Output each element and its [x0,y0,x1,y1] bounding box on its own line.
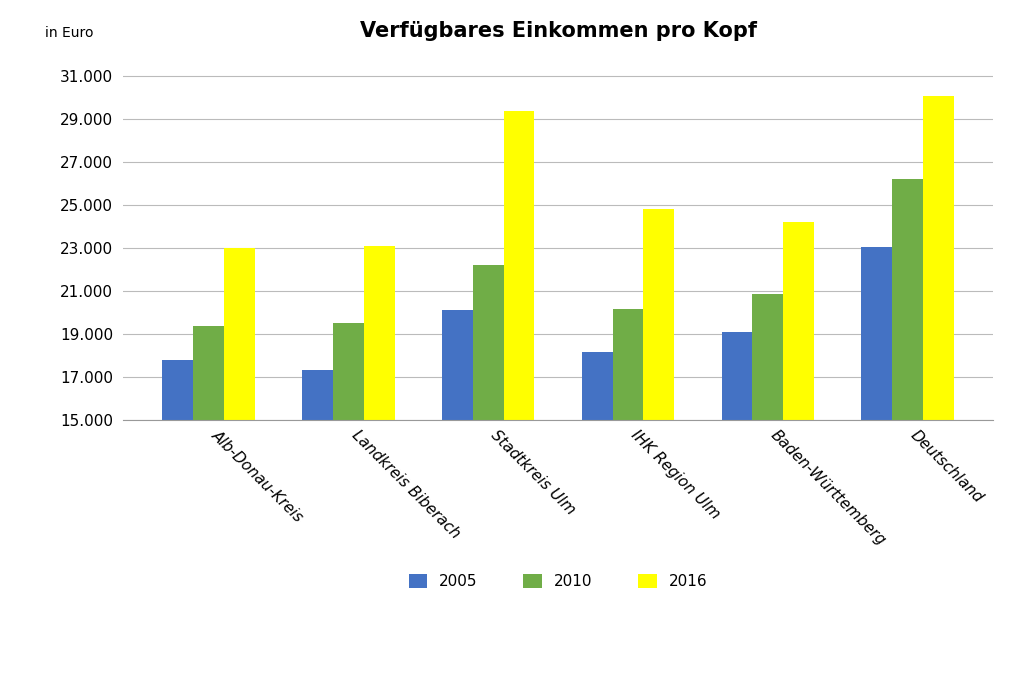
Bar [582,352,612,420]
Legend: 2005, 2010, 2016: 2005, 2010, 2016 [401,566,715,596]
Bar [163,359,194,420]
Bar [302,370,333,420]
Bar [364,246,394,420]
Title: Verfügbares Einkommen pro Kopf: Verfügbares Einkommen pro Kopf [359,22,757,41]
Bar [442,310,473,420]
Bar [892,179,923,420]
Bar [753,294,783,420]
Bar [783,222,814,420]
Bar [473,265,504,420]
Bar [643,209,674,420]
Bar [504,111,535,420]
Bar [861,246,892,420]
Text: in Euro: in Euro [45,26,93,39]
Bar [224,248,255,420]
Bar [612,309,643,420]
Bar [722,332,753,420]
Bar [923,96,953,420]
Bar [194,326,224,420]
Bar [333,323,364,420]
